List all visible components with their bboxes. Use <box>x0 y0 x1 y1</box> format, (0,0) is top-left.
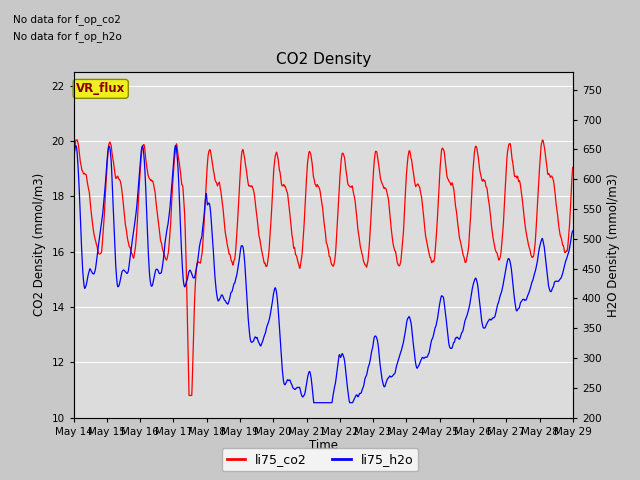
Y-axis label: CO2 Density (mmol/m3): CO2 Density (mmol/m3) <box>33 173 46 316</box>
Y-axis label: H2O Density (mmol/m3): H2O Density (mmol/m3) <box>607 173 620 317</box>
Text: VR_flux: VR_flux <box>76 83 125 96</box>
Text: No data for f_op_co2: No data for f_op_co2 <box>13 14 121 25</box>
Title: CO2 Density: CO2 Density <box>276 52 371 67</box>
X-axis label: Time: Time <box>308 439 338 453</box>
Legend: li75_co2, li75_h2o: li75_co2, li75_h2o <box>221 448 419 471</box>
Text: No data for f_op_h2o: No data for f_op_h2o <box>13 31 122 42</box>
